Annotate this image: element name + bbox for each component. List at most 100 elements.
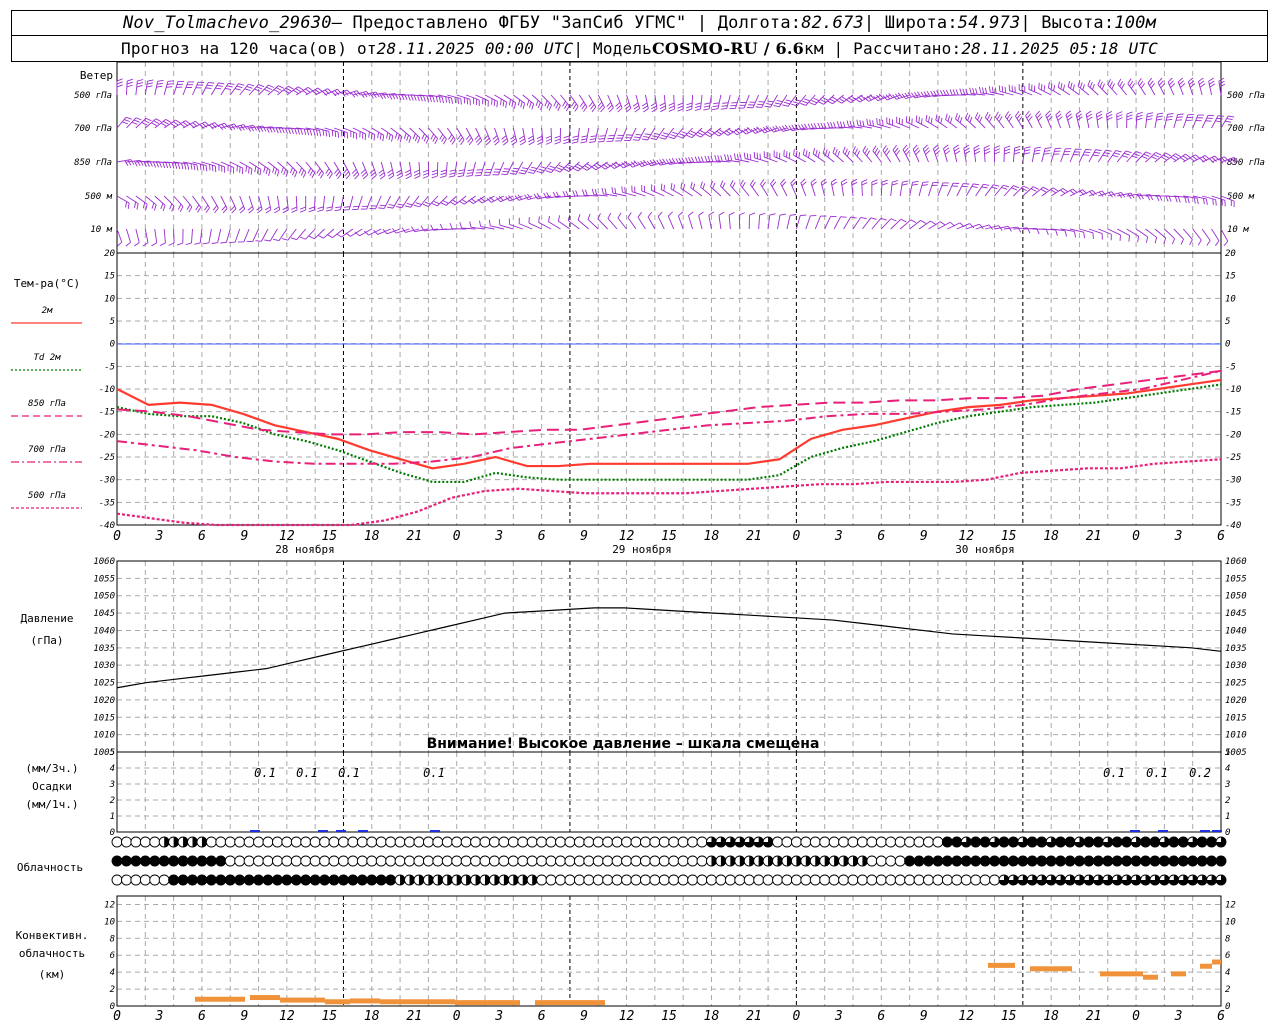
wind-barb: [362, 91, 380, 99]
wind-barb: [1192, 114, 1204, 129]
cloud-symbol: [404, 836, 415, 848]
grid-lines: [117, 62, 1221, 1006]
cloud-symbol: [885, 874, 897, 886]
precip-unit-3h: (мм/3ч.): [26, 762, 79, 775]
conv-bar: [988, 962, 1015, 968]
cloud-symbol: [262, 874, 274, 886]
wind-barb: [513, 94, 526, 110]
longitude-value: 82.673: [801, 13, 864, 33]
cloud-symbol: [460, 836, 472, 848]
cloud-symbol: [215, 874, 227, 886]
x-tick-label: 6: [538, 1009, 546, 1024]
cloud-symbol: [809, 836, 821, 848]
wind-barb: [1127, 78, 1137, 96]
cloud-symbol: [1045, 874, 1057, 886]
wind-barb: [369, 195, 382, 210]
cloud-symbol: [1092, 855, 1104, 867]
wind-barb: [965, 112, 976, 129]
wind-barb: [896, 116, 910, 129]
cloud-symbol: [875, 874, 887, 886]
cloud-symbol: [432, 836, 444, 848]
wind-barb: [554, 161, 571, 173]
cloud-symbol: [583, 874, 595, 886]
cloud-symbol: [300, 874, 312, 886]
wind-barb: [901, 91, 920, 100]
cloud-symbol: [1215, 836, 1227, 848]
wind-barb: [1211, 156, 1229, 164]
wind-barb: [465, 127, 474, 146]
wind-barb: [1201, 155, 1220, 164]
x-tick-label: 6: [538, 529, 546, 544]
cloud-symbol: [951, 874, 963, 886]
wind-barb: [395, 195, 410, 209]
x-tick-label: 18: [704, 1009, 720, 1024]
wind-barb: [163, 195, 175, 212]
wind-barb: [531, 94, 544, 111]
wind-barb: [955, 113, 967, 129]
cloud-symbol: [1026, 855, 1038, 867]
cloud-symbol: [488, 855, 500, 867]
wind-barb: [390, 127, 403, 143]
precip-y-ticks: 5 5 4 4 3 3 2 2 1 1 0 0: [109, 748, 1231, 838]
wind-barb: [783, 149, 797, 163]
cloud-symbol: [1168, 855, 1180, 867]
cloud-symbol: [649, 836, 661, 848]
wind-barb: [508, 218, 523, 230]
cloud-symbol: [1206, 836, 1218, 848]
wind-barb: [686, 94, 694, 112]
wind-barb: [420, 225, 438, 232]
wind-barb: [387, 195, 401, 209]
wind-barb: [963, 144, 971, 163]
cloud-symbol: [800, 855, 812, 867]
wind-barb: [299, 196, 307, 213]
x-tick-label: 12: [619, 1009, 635, 1024]
wind-barb: [327, 228, 344, 239]
x-tick-label: 3: [834, 1009, 843, 1024]
y-tick-right: 0: [1225, 828, 1230, 838]
cloud-symbol: [649, 874, 661, 886]
wind-barb: [743, 152, 759, 163]
wind-barb: [382, 228, 401, 235]
cloud-symbol: [668, 855, 680, 867]
wind-barb: [509, 161, 524, 175]
cloud-symbol: [290, 855, 302, 867]
y-tick-right: 10: [1225, 294, 1236, 304]
wind-barb: [324, 127, 340, 138]
cloud-symbol: [866, 855, 878, 867]
wind-barb: [296, 127, 313, 136]
wind-barb: [1005, 111, 1014, 129]
wind-barb: [134, 228, 140, 247]
wind-barb: [641, 127, 656, 141]
wind-barb: [1116, 150, 1132, 163]
wind-barb: [711, 94, 722, 111]
wind-barb: [773, 94, 788, 108]
cloud-symbol: [262, 836, 274, 848]
cloud-symbol: [224, 855, 236, 867]
x-tick-label: 21: [1086, 1009, 1102, 1024]
wind-barb: [578, 94, 588, 112]
wind-barb: [1116, 111, 1123, 129]
conv-bar: [1030, 966, 1072, 972]
y-tick-right: 5: [1225, 317, 1230, 327]
wind-barb: [871, 217, 887, 230]
y-tick-right: 1025: [1225, 679, 1247, 689]
wind-barbs: [116, 77, 1239, 247]
wind-barb: [909, 180, 919, 197]
wind-barb: [173, 195, 184, 212]
x-tick-label: 12: [279, 529, 295, 544]
x-tick-label: 6: [198, 529, 206, 544]
x-tick-label: 3: [155, 529, 164, 544]
y-tick-left: 6: [110, 951, 115, 961]
wind-barb: [1025, 110, 1033, 129]
cloud-symbol: [923, 855, 934, 867]
cloud-symbol: [168, 874, 180, 886]
x-tick-label: 9: [580, 1009, 588, 1024]
wind-barb: [201, 122, 220, 130]
y-tick-right: 1015: [1225, 713, 1247, 723]
wind-barb: [1088, 149, 1102, 163]
wind-barb: [1145, 112, 1154, 129]
x-tick-label: 12: [619, 529, 635, 544]
x-tick-label: 3: [494, 1009, 503, 1024]
cloud-symbol: [111, 836, 123, 848]
wind-barb: [1097, 79, 1109, 96]
